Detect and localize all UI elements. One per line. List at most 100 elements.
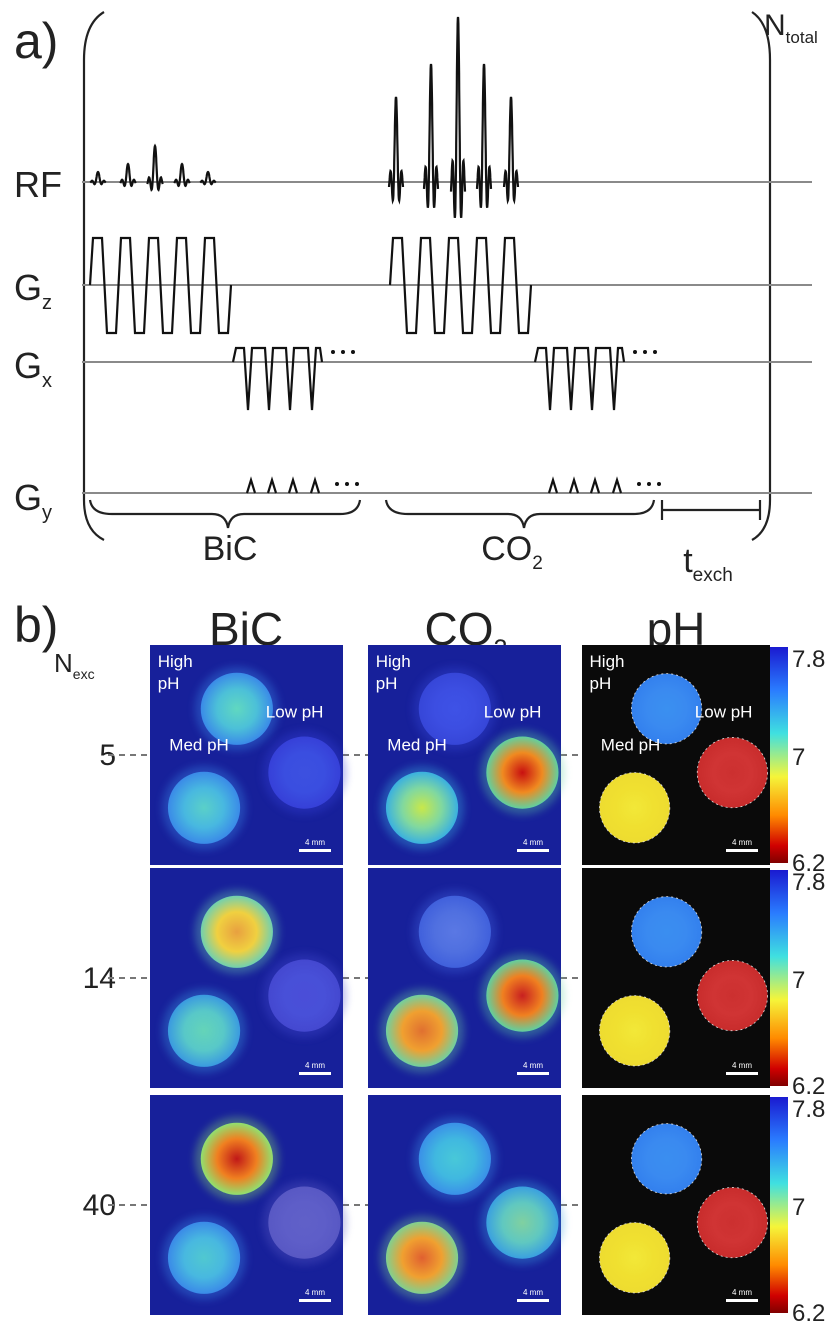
segment-label-sub: 2 bbox=[532, 553, 543, 574]
channel-label-sub: y bbox=[42, 502, 52, 524]
phantom bbox=[696, 960, 768, 1032]
colorbar-tick-label: 7 bbox=[792, 744, 805, 771]
rf-pulse bbox=[475, 63, 493, 208]
segment-label: BiC bbox=[203, 530, 258, 568]
channel-label: Gy bbox=[14, 477, 52, 524]
phantom bbox=[696, 1187, 768, 1259]
phantom bbox=[385, 994, 459, 1067]
circle-label: Low pH bbox=[266, 703, 324, 722]
row-label: 5 bbox=[99, 739, 116, 772]
channel-label: RF bbox=[14, 164, 62, 205]
circle-label: Low pH bbox=[695, 703, 753, 722]
scale-bar-label: 4 mm bbox=[732, 1061, 752, 1070]
channel-label-sub: x bbox=[42, 370, 52, 392]
ellipsis-dot bbox=[633, 350, 637, 354]
texch-bar bbox=[660, 500, 762, 520]
colorbar bbox=[770, 647, 788, 863]
colorbar bbox=[770, 1097, 788, 1313]
ellipsis-dot bbox=[637, 482, 641, 486]
circle-label: High bbox=[158, 652, 193, 671]
phantom bbox=[631, 673, 703, 745]
ellipsis-dot bbox=[345, 482, 349, 486]
scale-bar bbox=[517, 1299, 549, 1302]
colorbar-tick-label: 6.2 bbox=[792, 1300, 825, 1327]
phantom bbox=[418, 672, 491, 745]
phantom bbox=[418, 895, 491, 968]
scale-bar-label: 4 mm bbox=[305, 1061, 325, 1070]
circle-label: Med pH bbox=[387, 736, 447, 755]
phantom bbox=[599, 995, 671, 1067]
scale-bar bbox=[517, 849, 549, 852]
circle-label: High bbox=[376, 652, 411, 671]
scale-bar-label: 4 mm bbox=[305, 1288, 325, 1297]
colorbar-tick-label: 7.8 bbox=[792, 1096, 825, 1123]
channel-label-base: G bbox=[14, 345, 42, 386]
phantom bbox=[599, 772, 671, 844]
colorbar-tick-label: 7 bbox=[792, 967, 805, 994]
segment-label: CO2 bbox=[481, 530, 543, 574]
gz-waveform bbox=[88, 236, 233, 335]
rf-pulse bbox=[387, 96, 405, 205]
repeat-label-sub: total bbox=[786, 28, 818, 47]
gx-waveform bbox=[533, 346, 626, 411]
phantom bbox=[418, 1122, 491, 1195]
phantom bbox=[486, 959, 559, 1032]
repeat-label: Ntotal bbox=[764, 9, 818, 47]
scale-bar-label: 4 mm bbox=[523, 838, 543, 847]
channel-label-base: RF bbox=[14, 164, 62, 205]
channel-label-base: G bbox=[14, 267, 42, 308]
gy-blip bbox=[266, 476, 278, 494]
phantom bbox=[167, 994, 241, 1067]
ellipsis-dot bbox=[331, 350, 335, 354]
gy-blip bbox=[568, 476, 580, 494]
phantom bbox=[486, 1186, 559, 1259]
phantom bbox=[631, 1123, 703, 1195]
repeat-label-base: N bbox=[764, 9, 786, 42]
segment-label: texch bbox=[683, 542, 733, 586]
circle-label: Low pH bbox=[484, 703, 542, 722]
phantom bbox=[167, 1221, 241, 1294]
scale-bar-label: 4 mm bbox=[732, 1288, 752, 1297]
colorbar-tick-label: 7.8 bbox=[792, 869, 825, 896]
panel-label: b) bbox=[14, 597, 58, 653]
rf-pulse bbox=[199, 170, 217, 186]
colorbar-tick-label: 7 bbox=[792, 1194, 805, 1221]
scale-bar bbox=[726, 849, 758, 852]
ellipsis-dot bbox=[647, 482, 651, 486]
rf-pulse bbox=[146, 143, 164, 192]
gz-waveform bbox=[388, 236, 533, 335]
scale-bar bbox=[517, 1072, 549, 1075]
phantom bbox=[385, 771, 459, 844]
rf-pulse bbox=[119, 162, 137, 188]
rf-pulse bbox=[449, 16, 467, 219]
circle-label: pH bbox=[376, 674, 398, 693]
ellipsis-dot bbox=[653, 350, 657, 354]
left-bracket bbox=[82, 11, 105, 541]
ellipsis-dot bbox=[355, 482, 359, 486]
axes bbox=[82, 181, 812, 494]
colorbar bbox=[770, 870, 788, 1086]
phantom bbox=[268, 736, 341, 809]
circle-label: Med pH bbox=[601, 736, 661, 755]
row-header: Nexc bbox=[54, 648, 95, 682]
ellipsis-dot bbox=[351, 350, 355, 354]
segment-label-base: CO bbox=[481, 530, 532, 568]
gy-blip bbox=[287, 476, 299, 494]
right-bracket bbox=[751, 11, 772, 541]
rf-pulse bbox=[502, 96, 520, 205]
circle-label: pH bbox=[158, 674, 180, 693]
bic-brace bbox=[88, 499, 362, 529]
phantom bbox=[167, 771, 241, 844]
gy-blip bbox=[611, 476, 623, 494]
ellipsis-dot bbox=[341, 350, 345, 354]
rf-pulse bbox=[89, 170, 107, 186]
phantom bbox=[268, 1186, 341, 1259]
gy-blip bbox=[309, 476, 321, 494]
phantom bbox=[200, 895, 273, 968]
channel-label-sub: z bbox=[42, 292, 52, 314]
segment-label-base: BiC bbox=[203, 530, 258, 568]
ellipsis-dot bbox=[335, 482, 339, 486]
rf-pulse bbox=[173, 162, 191, 188]
scale-bar bbox=[726, 1072, 758, 1075]
circle-label: Med pH bbox=[169, 736, 229, 755]
